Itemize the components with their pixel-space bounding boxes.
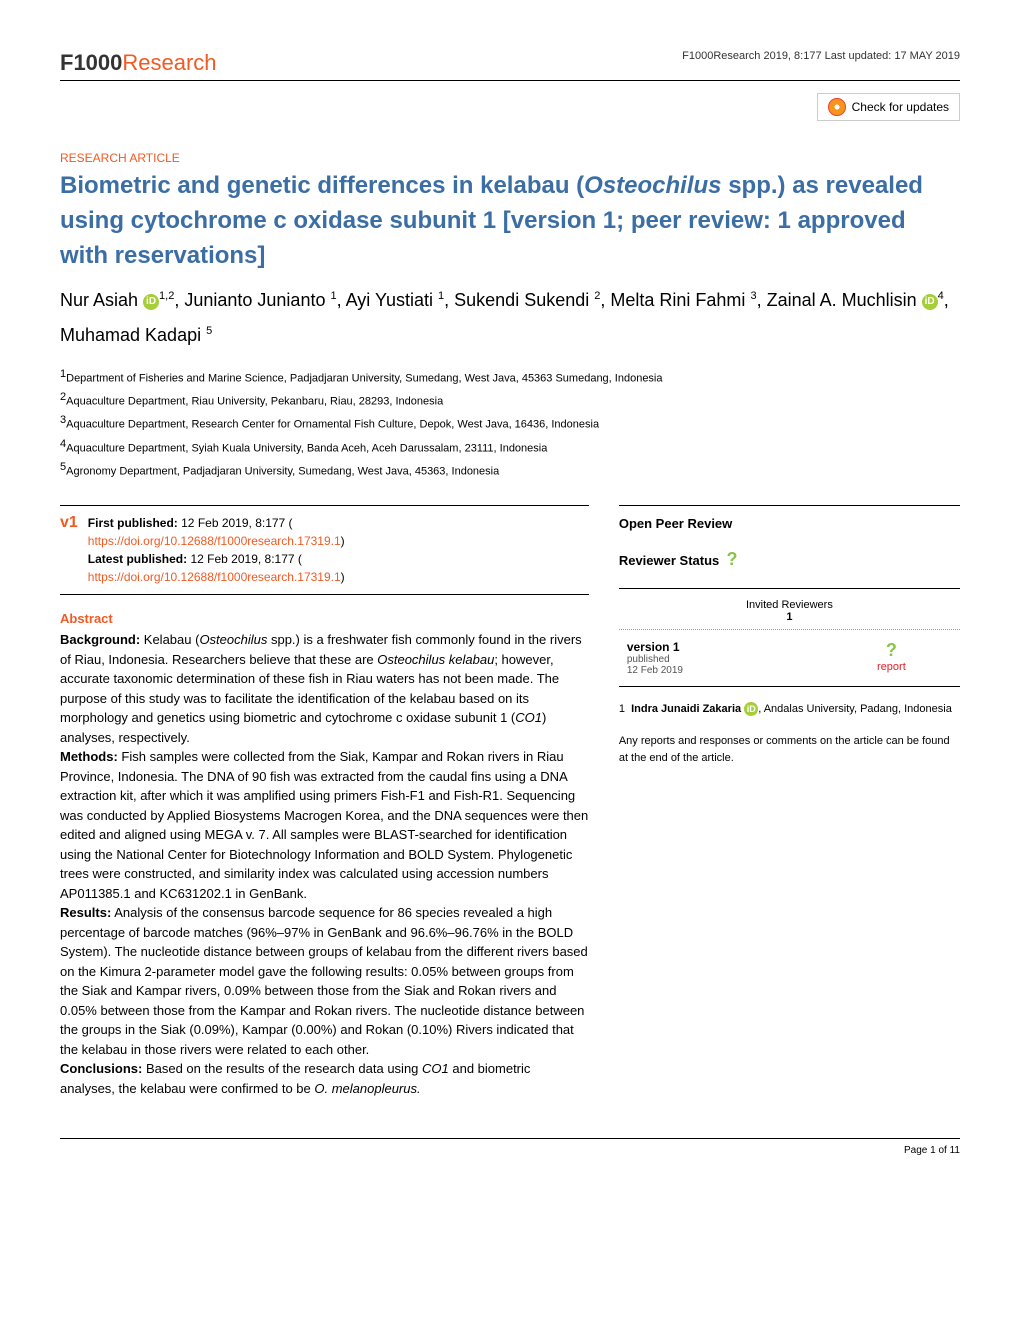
- review-table: Invited Reviewers 1 version 1 published …: [619, 588, 960, 687]
- logo-prefix: F1000: [60, 50, 122, 75]
- author: Zainal A. Muchlisin: [767, 290, 922, 310]
- author: Junianto Junianto: [184, 290, 330, 310]
- affiliation: 4Aquaculture Department, Syiah Kuala Uni…: [60, 436, 960, 458]
- left-column: v1 First published: 12 Feb 2019, 8:177 (…: [60, 505, 589, 1098]
- reviewer-status: Reviewer Status ?: [619, 549, 960, 570]
- review-version-cell: version 1 published 12 Feb 2019: [619, 640, 823, 676]
- latest-doi-link[interactable]: https://doi.org/10.12688/f1000research.1…: [88, 570, 341, 584]
- article-title: Biometric and genetic differences in kel…: [60, 169, 960, 273]
- author-list: Nur Asiah iD1,2, Junianto Junianto 1, Ay…: [60, 283, 960, 351]
- question-mark-icon: ?: [727, 549, 738, 569]
- check-updates-label: Check for updates: [852, 100, 949, 114]
- peer-footer-note: Any reports and responses or comments on…: [619, 733, 960, 768]
- logo-suffix: Research: [122, 50, 216, 75]
- first-doi-link[interactable]: https://doi.org/10.12688/f1000research.1…: [88, 534, 341, 548]
- affiliation: 5Agronomy Department, Padjadjaran Univer…: [60, 459, 960, 481]
- page-footer: Page 1 of 11: [60, 1138, 960, 1156]
- affiliation-list: 1Department of Fisheries and Marine Scie…: [60, 366, 960, 481]
- author: Ayi Yustiati: [346, 290, 438, 310]
- question-mark-icon: ?: [886, 640, 897, 660]
- updates-icon: [828, 98, 846, 116]
- orcid-icon[interactable]: iD: [744, 702, 758, 716]
- right-column: Open Peer Review Reviewer Status ? Invit…: [619, 505, 960, 1098]
- author: Melta Rini Fahmi: [610, 290, 750, 310]
- article-type-label: RESEARCH ARTICLE: [60, 151, 960, 165]
- orcid-icon[interactable]: iD: [143, 294, 159, 310]
- author: Muhamad Kadapi: [60, 325, 206, 345]
- peer-review-heading: Open Peer Review: [619, 516, 960, 531]
- review-status-cell: ? report: [823, 640, 960, 676]
- check-updates-button[interactable]: Check for updates: [817, 93, 960, 121]
- header-meta: F1000Research 2019, 8:177 Last updated: …: [682, 50, 960, 62]
- journal-logo: F1000Research: [60, 50, 217, 76]
- affiliation: 3Aquaculture Department, Research Center…: [60, 412, 960, 434]
- author: Sukendi Sukendi: [454, 290, 594, 310]
- orcid-icon[interactable]: iD: [922, 294, 938, 310]
- peer-review-box: Open Peer Review Reviewer Status ? Invit…: [619, 505, 960, 768]
- affiliation: 2Aquaculture Department, Riau University…: [60, 389, 960, 411]
- version-text: First published: 12 Feb 2019, 8:177 ( ht…: [88, 514, 345, 586]
- version-box: v1 First published: 12 Feb 2019, 8:177 (…: [60, 505, 589, 595]
- page-number: Page 1 of 11: [904, 1145, 960, 1156]
- review-table-header: Invited Reviewers 1: [619, 589, 960, 630]
- reviewer-list: 1 Indra Junaidi Zakaria iD, Andalas Univ…: [619, 701, 960, 719]
- page-header: F1000Research F1000Research 2019, 8:177 …: [60, 50, 960, 81]
- report-link[interactable]: report: [877, 661, 906, 673]
- abstract-body: Background: Kelabau (Osteochilus spp.) i…: [60, 630, 589, 1098]
- main-columns: v1 First published: 12 Feb 2019, 8:177 (…: [60, 505, 960, 1098]
- version-badge: v1: [60, 514, 78, 532]
- author: Nur Asiah: [60, 290, 143, 310]
- affiliation: 1Department of Fisheries and Marine Scie…: [60, 366, 960, 388]
- review-table-row: version 1 published 12 Feb 2019 ? report: [619, 630, 960, 686]
- abstract-heading: Abstract: [60, 611, 589, 626]
